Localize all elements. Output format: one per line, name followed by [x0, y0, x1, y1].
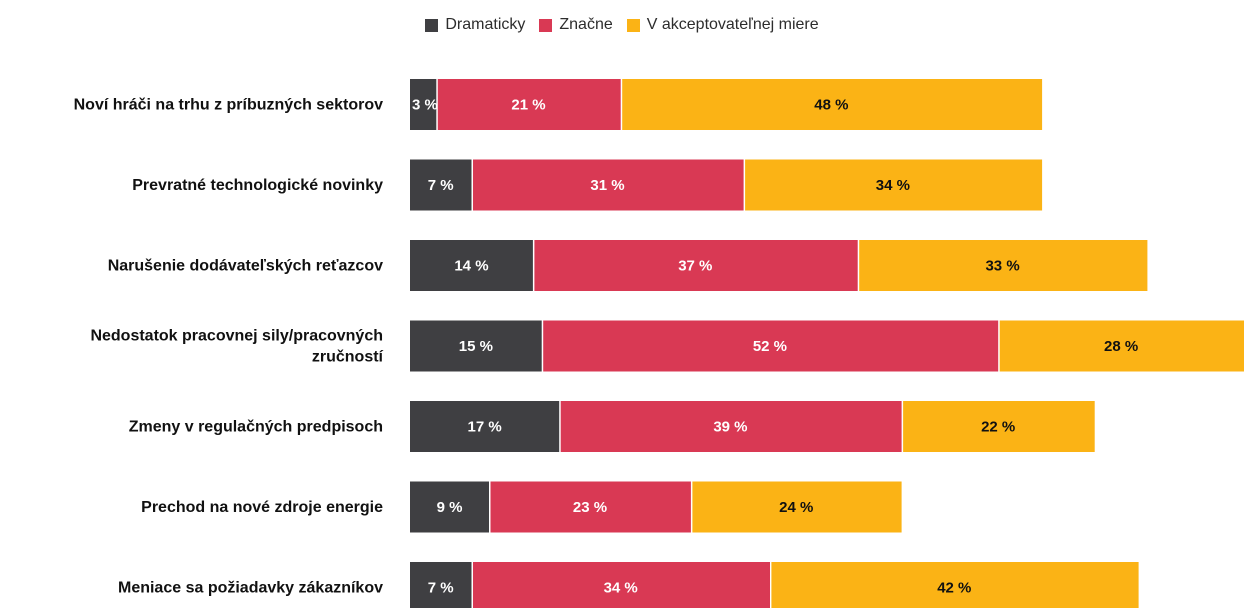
bar-segment-2-3	[999, 320, 1244, 372]
value-label-0-4: 17 %	[468, 419, 502, 436]
category-label-line: zručností	[312, 349, 384, 366]
bar-segment-1-6	[473, 562, 770, 608]
legend-item-0: Dramaticky	[425, 16, 525, 34]
value-label-0-1: 7 %	[428, 177, 454, 194]
legend-label-1: Značne	[559, 16, 613, 33]
chart-legend: Dramaticky Značne V akceptovateľnej miere	[0, 14, 1244, 36]
bar-segment-1-3	[543, 320, 999, 372]
legend-item-2: V akceptovateľnej miere	[626, 16, 819, 34]
value-label-0-6: 7 %	[428, 580, 454, 597]
value-label-1-3: 52 %	[753, 338, 787, 355]
bar-segment-2-2	[859, 240, 1148, 291]
value-label-0-5: 9 %	[437, 499, 463, 516]
category-label-6: Meniace sa požiadavky zákazníkov	[118, 580, 383, 597]
bar-segment-2-1	[745, 159, 1043, 211]
value-label-2-3: 28 %	[1104, 338, 1138, 355]
value-label-2-5: 24 %	[779, 499, 813, 516]
category-label-3: Nedostatok pracovnej sily/pracovných zruč…	[90, 328, 383, 366]
bar-segment-0-4	[410, 401, 560, 452]
bar-segment-0-0	[410, 79, 437, 130]
bar-segment-1-0	[437, 79, 621, 130]
value-label-2-4: 22 %	[981, 419, 1015, 436]
bar-segment-2-6	[771, 562, 1139, 608]
bar-segment-1-5	[490, 481, 691, 533]
value-label-1-6: 34 %	[604, 580, 638, 597]
category-label-line: Meniace sa požiadavky zákazníkov	[118, 580, 383, 597]
category-label-4: Zmeny v regulačných predpisoch	[129, 419, 383, 436]
legend-label-0: Dramaticky	[445, 16, 526, 33]
bar-segment-1-4	[560, 401, 902, 452]
category-label-line: Prevratné technologické novinky	[132, 177, 383, 194]
category-label-line: Nedostatok pracovnej sily/pracovných	[90, 328, 383, 345]
legend-item-1: Značne	[539, 16, 613, 34]
category-label-line: Noví hráči na trhu z príbuzných sektorov	[74, 97, 383, 114]
bar-segment-1-1	[473, 159, 744, 211]
value-label-1-0: 21 %	[511, 97, 545, 114]
bar-segment-0-5	[410, 481, 489, 533]
category-label-line: Prechod na nové zdroje energie	[141, 499, 383, 516]
value-label-0-3: 15 %	[459, 338, 493, 355]
value-label-0-0: 3 %	[412, 97, 438, 114]
bar-segment-0-3	[410, 320, 542, 372]
legend-swatch-1	[539, 18, 553, 32]
bar-segment-2-5	[692, 481, 902, 533]
value-label-2-6: 42 %	[937, 580, 971, 597]
bar-segment-1-2	[534, 240, 858, 291]
legend-label-2: V akceptovateľnej miere	[646, 16, 819, 33]
value-label-1-2: 37 %	[678, 258, 712, 275]
value-label-2-0: 48 %	[814, 97, 848, 114]
value-label-2-2: 33 %	[985, 258, 1019, 275]
category-label-line: Zmeny v regulačných predpisoch	[129, 419, 383, 436]
bar-segment-0-6	[410, 562, 472, 608]
category-label-line: Narušenie dodávateľských reťazcov	[108, 258, 383, 275]
bar-segment-2-0	[622, 79, 1043, 130]
value-label-0-2: 14 %	[454, 258, 488, 275]
bar-segment-0-2	[410, 240, 533, 291]
bar-segment-0-1	[410, 159, 472, 211]
value-label-2-1: 34 %	[876, 177, 910, 194]
value-label-1-4: 39 %	[713, 419, 747, 436]
category-label-2: Narušenie dodávateľských reťazcov	[108, 258, 383, 275]
legend-swatch-0	[425, 18, 439, 32]
category-label-5: Prechod na nové zdroje energie	[141, 499, 383, 516]
value-label-1-5: 23 %	[573, 499, 607, 516]
bar-segment-2-4	[903, 401, 1095, 452]
category-label-1: Prevratné technologické novinky	[132, 177, 383, 194]
value-label-1-1: 31 %	[590, 177, 624, 194]
legend-swatch-2	[626, 18, 640, 32]
category-label-0: Noví hráči na trhu z príbuzných sektorov	[74, 97, 383, 114]
